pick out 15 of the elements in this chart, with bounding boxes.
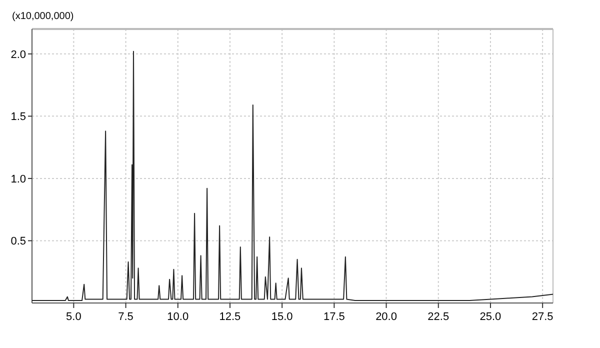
x-tick-label: 5.0 [66,311,82,323]
x-tick-label: 25.0 [480,311,502,323]
y-axis-title: (x10,000,000) [12,11,74,22]
x-tick-label: 20.0 [376,311,397,323]
y-tick-label: 1.0 [10,173,26,186]
x-tick-label: 7.5 [118,311,134,323]
x-tick-label: 15.0 [271,311,293,323]
y-tick-label: 1.5 [10,111,26,124]
y-tick-label: 0.5 [10,236,26,248]
x-tick-label: 22.5 [428,311,450,323]
x-tick-label: 27.5 [532,311,554,323]
y-tick-label: 2.0 [10,48,26,61]
x-tick-label: 17.5 [323,311,345,323]
x-tick-label: 12.5 [219,311,241,323]
x-tick-label: 10.0 [167,311,189,323]
